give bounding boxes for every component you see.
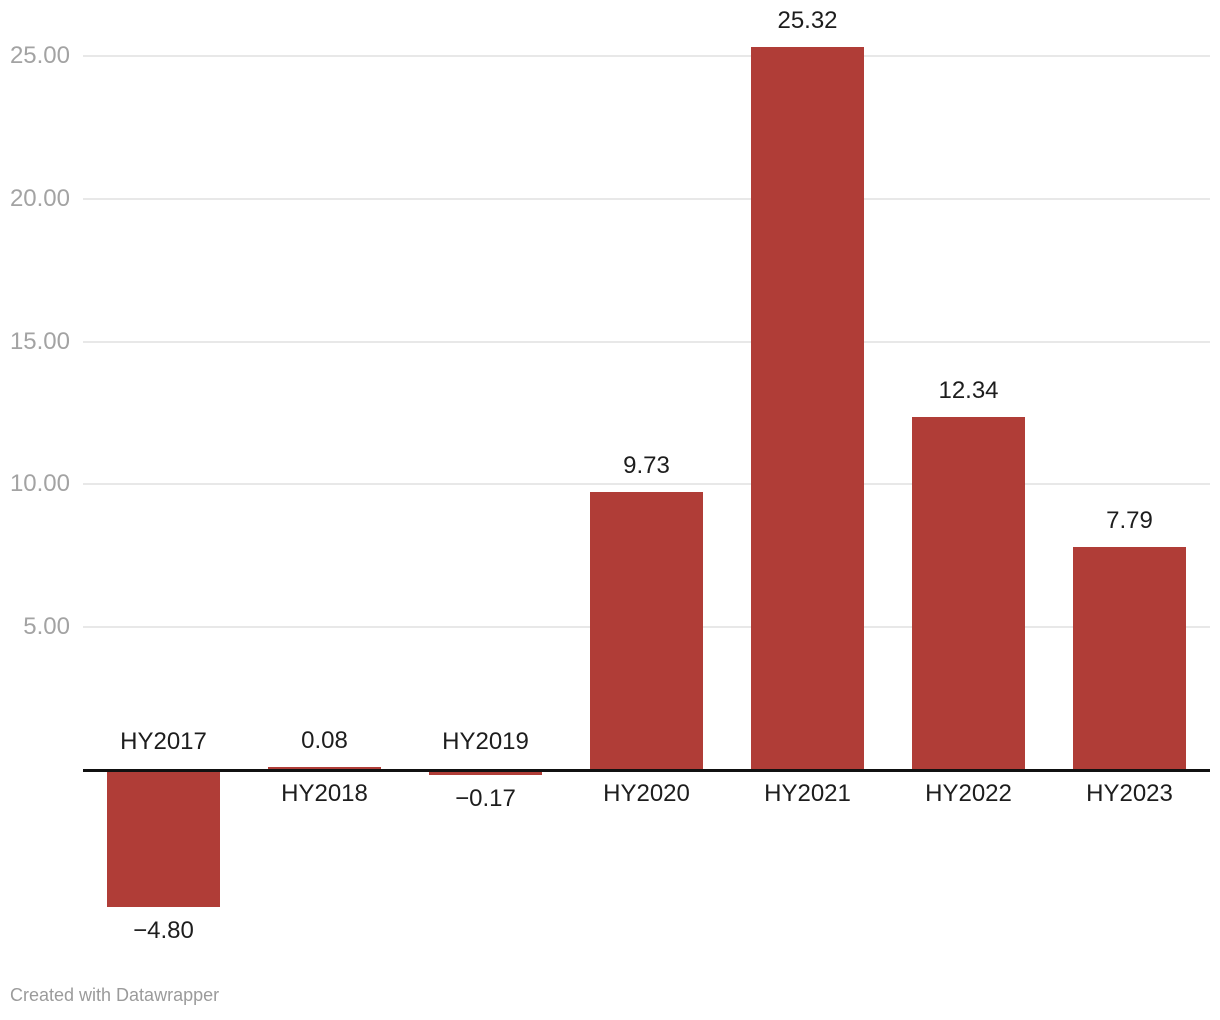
gridline-15.00 <box>83 340 1210 343</box>
bar-HY2019 <box>429 769 542 775</box>
bar-value-label: 12.34 <box>938 377 999 405</box>
x-category-label: HY2020 <box>603 780 690 807</box>
bar-HY2021 <box>751 46 864 770</box>
bar-value-label: 0.08 <box>301 727 348 755</box>
bar-HY2020 <box>590 491 703 770</box>
bar-value-label: −0.17 <box>455 784 516 812</box>
x-category-label: HY2019 <box>442 728 529 755</box>
bar-value-label: 7.79 <box>1106 507 1153 535</box>
y-tick-label: 20.00 <box>9 184 70 212</box>
bar-HY2023 <box>1073 547 1186 770</box>
bar-HY2018 <box>268 767 381 770</box>
y-tick-label: 5.00 <box>23 613 70 640</box>
y-tick-label: 15.00 <box>9 327 70 355</box>
x-axis-line <box>83 769 1210 772</box>
x-category-label: HY2021 <box>764 780 851 807</box>
y-tick-label: 10.00 <box>9 470 70 498</box>
bar-value-label: 9.73 <box>623 451 670 479</box>
x-category-label: HY2023 <box>1086 780 1173 807</box>
bar-value-label: −4.80 <box>133 916 194 944</box>
x-category-label: HY2022 <box>925 780 1012 807</box>
x-category-label: HY2018 <box>281 780 368 807</box>
bar-HY2017 <box>107 769 220 907</box>
gridline-10.00 <box>83 483 1210 486</box>
x-category-label: HY2017 <box>120 728 207 755</box>
datawrapper-credit-link[interactable]: Created with Datawrapper <box>10 985 220 1005</box>
bar-HY2022 <box>912 417 1025 770</box>
gridline-25.00 <box>83 55 1210 57</box>
y-tick-label: 25.00 <box>9 42 70 69</box>
gridline-20.00 <box>83 197 1210 200</box>
bar-value-label: 25.32 <box>777 6 838 34</box>
